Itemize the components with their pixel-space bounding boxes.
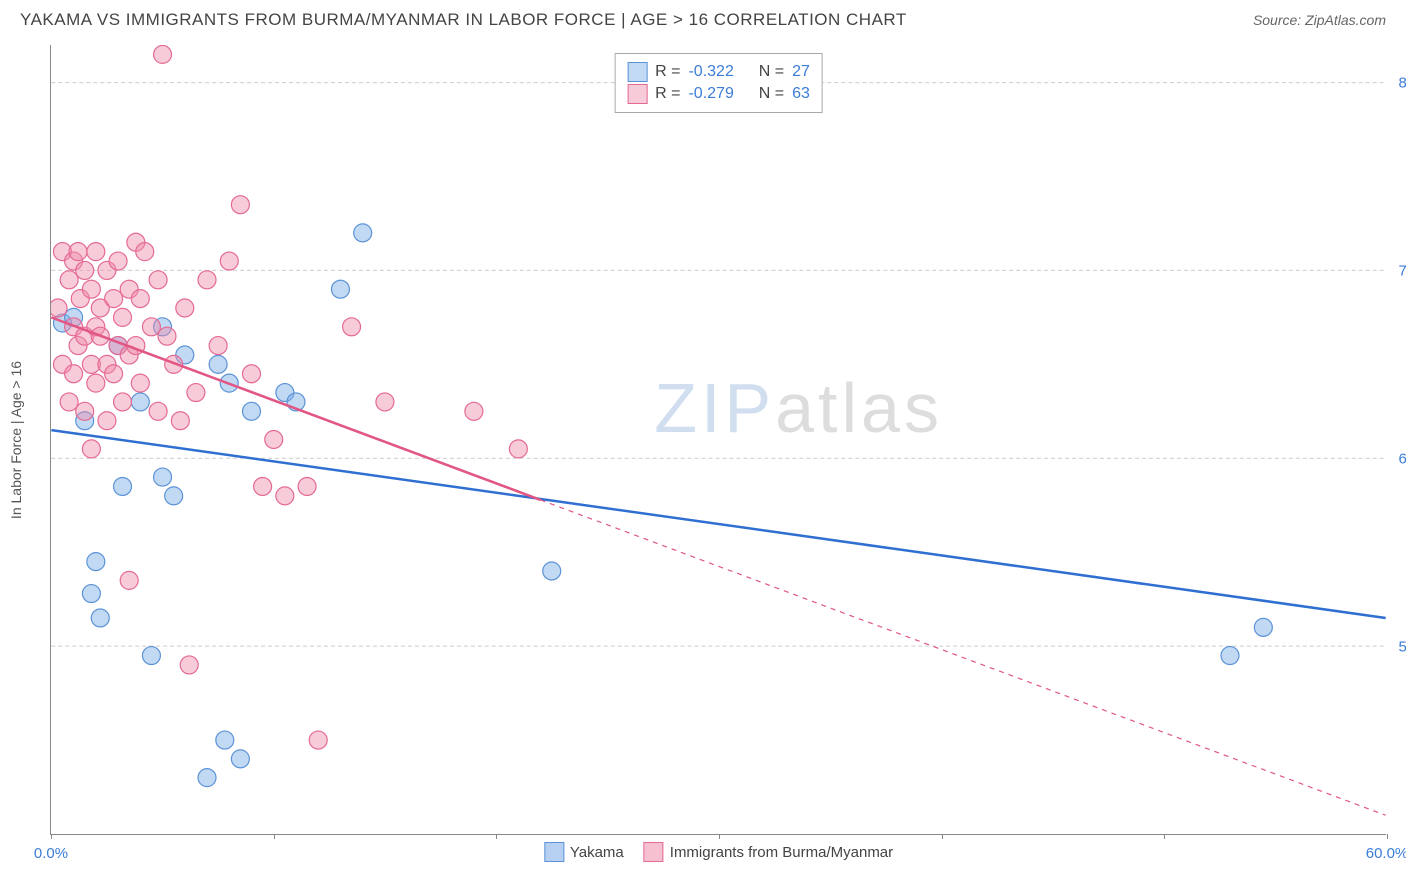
y-tick-label: 50.0% bbox=[1398, 638, 1406, 655]
legend-item-1: Immigrants from Burma/Myanmar bbox=[644, 842, 893, 862]
x-tick bbox=[1387, 834, 1388, 839]
y-axis-label: In Labor Force | Age > 16 bbox=[8, 360, 24, 518]
legend-swatch-1 bbox=[627, 84, 647, 104]
x-minor-tick bbox=[719, 834, 720, 839]
legend-stats-row-0: R = -0.322 N = 27 bbox=[627, 62, 810, 82]
n-label-1: N = bbox=[759, 85, 784, 103]
r-value-1: -0.279 bbox=[688, 85, 733, 103]
x-tick bbox=[496, 834, 497, 839]
x-minor-tick bbox=[274, 834, 275, 839]
legend-series: Yakama Immigrants from Burma/Myanmar bbox=[544, 842, 893, 862]
x-tick-label: 60.0% bbox=[1366, 845, 1406, 862]
chart-source: Source: ZipAtlas.com bbox=[1253, 12, 1386, 28]
legend-stats-row-1: R = -0.279 N = 63 bbox=[627, 84, 810, 104]
r-value-0: -0.322 bbox=[688, 63, 733, 81]
x-tick-label: 0.0% bbox=[34, 845, 68, 862]
legend-label-0: Yakama bbox=[570, 844, 624, 861]
r-label-0: R = bbox=[655, 63, 680, 81]
legend-swatch-burma bbox=[644, 842, 664, 862]
n-value-0: 27 bbox=[792, 63, 810, 81]
y-tick-label: 60.0% bbox=[1398, 450, 1406, 467]
scatter-plot bbox=[51, 45, 1386, 834]
x-tick bbox=[942, 834, 943, 839]
legend-item-0: Yakama bbox=[544, 842, 624, 862]
legend-stats: R = -0.322 N = 27 R = -0.279 N = 63 bbox=[614, 53, 823, 113]
r-label-1: R = bbox=[655, 85, 680, 103]
n-value-1: 63 bbox=[792, 85, 810, 103]
legend-swatch-0 bbox=[627, 62, 647, 82]
n-label-0: N = bbox=[759, 63, 784, 81]
chart-container: In Labor Force | Age > 16 ZIPatlas R = -… bbox=[50, 45, 1386, 835]
x-minor-tick bbox=[1164, 834, 1165, 839]
chart-header: YAKAMA VS IMMIGRANTS FROM BURMA/MYANMAR … bbox=[0, 0, 1406, 35]
y-tick-label: 80.0% bbox=[1398, 74, 1406, 91]
legend-label-1: Immigrants from Burma/Myanmar bbox=[670, 844, 893, 861]
legend-swatch-yakama bbox=[544, 842, 564, 862]
y-tick-label: 70.0% bbox=[1398, 262, 1406, 279]
x-tick bbox=[51, 834, 52, 839]
chart-title: YAKAMA VS IMMIGRANTS FROM BURMA/MYANMAR … bbox=[20, 10, 907, 30]
